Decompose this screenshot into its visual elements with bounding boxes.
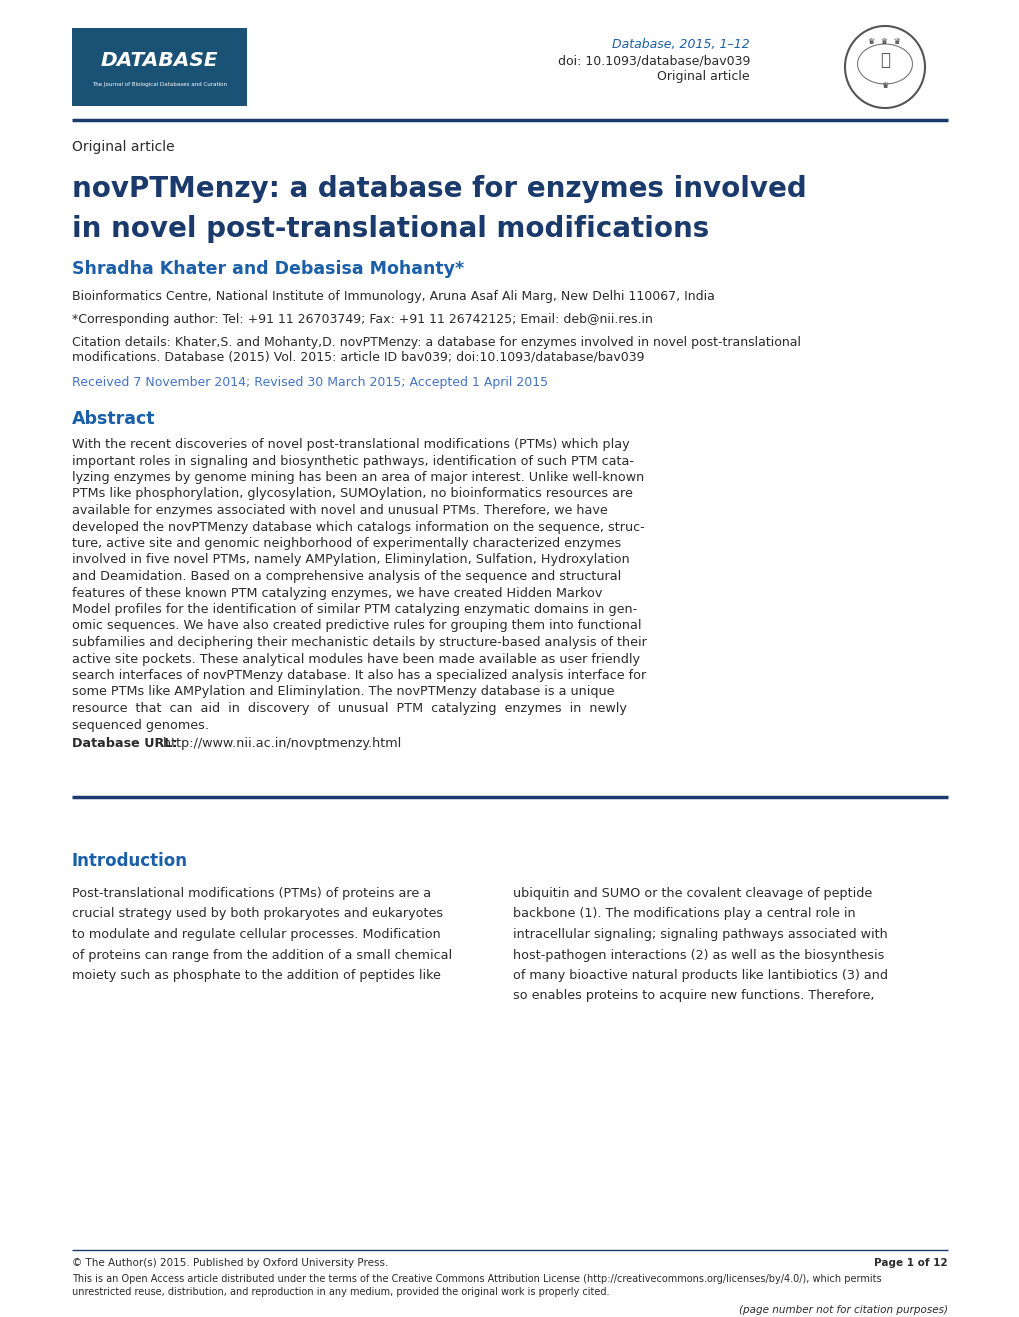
Text: omic sequences. We have also created predictive rules for grouping them into fun: omic sequences. We have also created pre… [72, 619, 641, 632]
Text: Database, 2015, 1–12: Database, 2015, 1–12 [611, 38, 749, 51]
Text: moiety such as phosphate to the addition of peptides like: moiety such as phosphate to the addition… [72, 969, 440, 982]
Text: some PTMs like AMPylation and Eliminylation. The novPTMenzy database is a unique: some PTMs like AMPylation and Eliminylat… [72, 686, 613, 698]
Text: *Corresponding author: Tel: +91 11 26703749; Fax: +91 11 26742125; Email: deb@ni: *Corresponding author: Tel: +91 11 26703… [72, 313, 652, 327]
Text: Post-translational modifications (PTMs) of proteins are a: Post-translational modifications (PTMs) … [72, 888, 431, 900]
Text: doi: 10.1093/database/bav039: doi: 10.1093/database/bav039 [557, 54, 749, 67]
Text: resource  that  can  aid  in  discovery  of  unusual  PTM  catalyzing  enzymes  : resource that can aid in discovery of un… [72, 702, 627, 715]
Text: and Deamidation. Based on a comprehensive analysis of the sequence and structura: and Deamidation. Based on a comprehensiv… [72, 570, 621, 583]
Text: of many bioactive natural products like lantibiotics (3) and: of many bioactive natural products like … [513, 969, 888, 982]
Text: developed the novPTMenzy database which catalogs information on the sequence, st: developed the novPTMenzy database which … [72, 520, 644, 533]
Text: ture, active site and genomic neighborhood of experimentally characterized enzym: ture, active site and genomic neighborho… [72, 537, 621, 551]
Text: Model profiles for the identification of similar PTM catalyzing enzymatic domain: Model profiles for the identification of… [72, 603, 637, 616]
Text: Original article: Original article [72, 140, 174, 154]
Text: Page 1 of 12: Page 1 of 12 [873, 1258, 947, 1268]
Text: so enables proteins to acquire new functions. Therefore,: so enables proteins to acquire new funct… [513, 989, 873, 1002]
Text: DATABASE: DATABASE [101, 51, 218, 70]
Text: available for enzymes associated with novel and unusual PTMs. Therefore, we have: available for enzymes associated with no… [72, 504, 607, 518]
Text: to modulate and regulate cellular processes. Modification: to modulate and regulate cellular proces… [72, 928, 440, 942]
Text: unrestricted reuse, distribution, and reproduction in any medium, provided the o: unrestricted reuse, distribution, and re… [72, 1287, 609, 1297]
Text: Original article: Original article [656, 70, 749, 83]
Text: With the recent discoveries of novel post-translational modifications (PTMs) whi: With the recent discoveries of novel pos… [72, 439, 629, 450]
Text: © The Author(s) 2015. Published by Oxford University Press.: © The Author(s) 2015. Published by Oxfor… [72, 1258, 388, 1268]
Text: Abstract: Abstract [72, 410, 155, 428]
Text: crucial strategy used by both prokaryotes and eukaryotes: crucial strategy used by both prokaryote… [72, 907, 442, 921]
Text: important roles in signaling and biosynthetic pathways, identification of such P: important roles in signaling and biosynt… [72, 454, 634, 468]
Text: The Journal of Biological Databases and Curation: The Journal of Biological Databases and … [92, 82, 227, 87]
Text: Citation details: Khater,S. and Mohanty,D. novPTMenzy: a database for enzymes in: Citation details: Khater,S. and Mohanty,… [72, 336, 800, 349]
Text: Database URL:: Database URL: [72, 738, 177, 749]
Text: PTMs like phosphorylation, glycosylation, SUMOylation, no bioinformatics resourc: PTMs like phosphorylation, glycosylation… [72, 487, 632, 500]
Text: lyzing enzymes by genome mining has been an area of major interest. Unlike well-: lyzing enzymes by genome mining has been… [72, 471, 644, 485]
Text: novPTMenzy: a database for enzymes involved: novPTMenzy: a database for enzymes invol… [72, 175, 806, 203]
Text: active site pockets. These analytical modules have been made available as user f: active site pockets. These analytical mo… [72, 652, 639, 665]
Text: This is an Open Access article distributed under the terms of the Creative Commo: This is an Open Access article distribut… [72, 1274, 880, 1284]
Text: search interfaces of novPTMenzy database. It also has a specialized analysis int: search interfaces of novPTMenzy database… [72, 669, 646, 682]
Text: http://www.nii.ac.in/novptmenzy.html: http://www.nii.ac.in/novptmenzy.html [159, 738, 400, 749]
Text: in novel post-translational modifications: in novel post-translational modification… [72, 215, 708, 244]
Text: ♛  ♛  ♛: ♛ ♛ ♛ [867, 37, 901, 46]
Text: ♛: ♛ [880, 82, 888, 91]
Text: modifications. Database (2015) Vol. 2015: article ID bav039; doi:10.1093/databas: modifications. Database (2015) Vol. 2015… [72, 352, 644, 363]
Text: Shradha Khater and Debasisa Mohanty*: Shradha Khater and Debasisa Mohanty* [72, 259, 464, 278]
Text: subfamilies and deciphering their mechanistic details by structure-based analysi: subfamilies and deciphering their mechan… [72, 636, 646, 649]
Text: Introduction: Introduction [72, 852, 187, 871]
Text: (page number not for citation purposes): (page number not for citation purposes) [739, 1305, 947, 1314]
Text: ubiquitin and SUMO or the covalent cleavage of peptide: ubiquitin and SUMO or the covalent cleav… [513, 888, 871, 900]
Text: involved in five novel PTMs, namely AMPylation, Eliminylation, Sulfation, Hydrox: involved in five novel PTMs, namely AMPy… [72, 553, 629, 566]
Bar [72, 28, 247, 105]
Text: 📖: 📖 [879, 51, 890, 68]
Text: features of these known PTM catalyzing enzymes, we have created Hidden Markov: features of these known PTM catalyzing e… [72, 586, 602, 599]
Text: Received 7 November 2014; Revised 30 March 2015; Accepted 1 April 2015: Received 7 November 2014; Revised 30 Mar… [72, 375, 547, 389]
Text: host-pathogen interactions (2) as well as the biosynthesis: host-pathogen interactions (2) as well a… [513, 948, 883, 961]
Text: backbone (1). The modifications play a central role in: backbone (1). The modifications play a c… [513, 907, 855, 921]
Text: intracellular signaling; signaling pathways associated with: intracellular signaling; signaling pathw… [513, 928, 887, 942]
Text: Bioinformatics Centre, National Institute of Immunology, Aruna Asaf Ali Marg, Ne: Bioinformatics Centre, National Institut… [72, 290, 714, 303]
Text: sequenced genomes.: sequenced genomes. [72, 719, 209, 731]
Text: of proteins can range from the addition of a small chemical: of proteins can range from the addition … [72, 948, 451, 961]
